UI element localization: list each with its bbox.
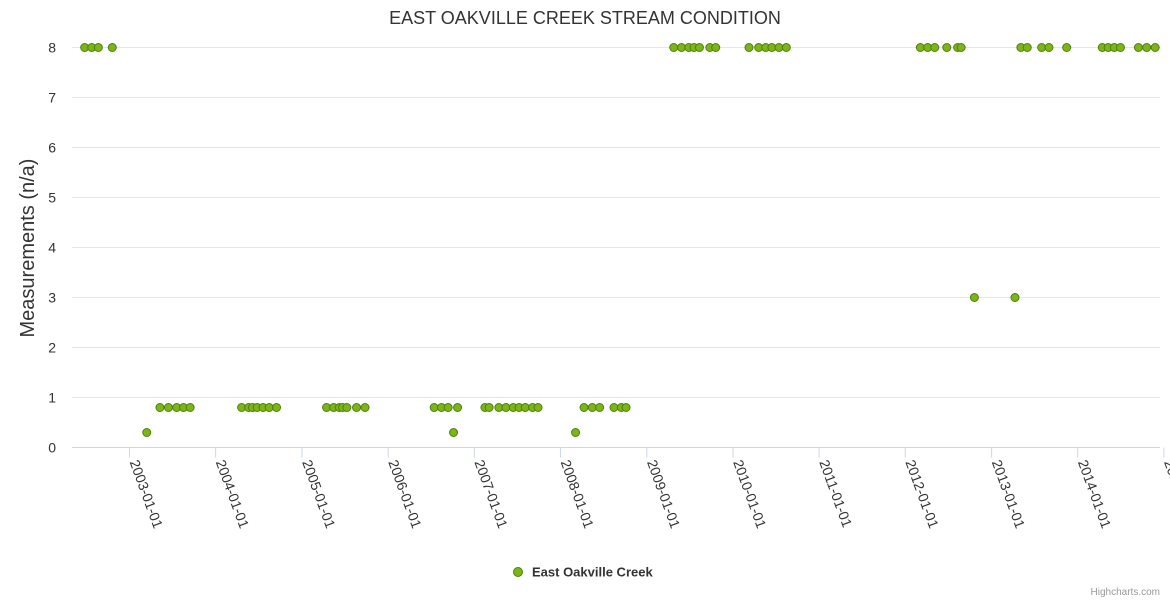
- x-tick-label: 2008-01-01: [558, 458, 598, 531]
- data-point[interactable]: [272, 403, 282, 412]
- data-point[interactable]: [571, 428, 581, 437]
- x-tick-label: 2005-01-01: [299, 458, 339, 531]
- data-point[interactable]: [711, 43, 721, 52]
- data-point[interactable]: [1150, 43, 1160, 52]
- x-tick-label: 2012-01-01: [902, 458, 942, 531]
- data-point[interactable]: [1044, 43, 1054, 52]
- data-point[interactable]: [453, 403, 463, 412]
- legend-marker-icon: [513, 567, 523, 577]
- data-point[interactable]: [587, 403, 597, 412]
- x-tick-label: 2003-01-01: [127, 458, 167, 531]
- y-tick-label: 6: [48, 140, 56, 156]
- data-point[interactable]: [520, 403, 530, 412]
- data-point[interactable]: [93, 43, 103, 52]
- data-point[interactable]: [1115, 43, 1125, 52]
- data-points: [80, 43, 1160, 437]
- x-tick-label: 2013-01-01: [989, 458, 1029, 531]
- y-tick-label: 3: [48, 290, 56, 306]
- y-tick-label: 4: [48, 240, 56, 256]
- x-tick-label: 2011-01-01: [816, 458, 855, 530]
- data-point[interactable]: [942, 43, 952, 52]
- data-point[interactable]: [1037, 43, 1047, 52]
- chart-title: EAST OAKVILLE CREEK STREAM CONDITION: [389, 8, 781, 28]
- data-point[interactable]: [969, 293, 979, 302]
- legend[interactable]: East Oakville Creek: [513, 565, 654, 580]
- data-point[interactable]: [1142, 43, 1152, 52]
- y-tick-label: 2: [48, 340, 56, 356]
- x-tick-label: 2010-01-01: [730, 458, 770, 531]
- legend-item-label[interactable]: East Oakville Creek: [532, 565, 653, 580]
- y-tick-label: 8: [48, 40, 56, 56]
- x-tick-label: 2009-01-01: [644, 458, 684, 531]
- data-point[interactable]: [360, 403, 370, 412]
- data-point[interactable]: [694, 43, 704, 52]
- data-point[interactable]: [595, 403, 605, 412]
- data-point[interactable]: [669, 43, 679, 52]
- data-point[interactable]: [1022, 43, 1032, 52]
- data-point[interactable]: [342, 403, 352, 412]
- data-point[interactable]: [449, 428, 459, 437]
- data-point[interactable]: [484, 403, 494, 412]
- grid-layer: [72, 47, 1160, 398]
- data-point[interactable]: [1062, 43, 1072, 52]
- data-point[interactable]: [155, 403, 165, 412]
- data-point[interactable]: [930, 43, 940, 52]
- y-tick-label: 1: [48, 390, 56, 406]
- data-point[interactable]: [533, 403, 543, 412]
- x-tick-label: 2006-01-01: [385, 458, 425, 531]
- x-tick-label: 2014-01-01: [1075, 458, 1115, 531]
- y-tick-label: 7: [48, 90, 56, 106]
- data-point[interactable]: [677, 43, 687, 52]
- y-tick-label: 0: [48, 440, 56, 456]
- x-tick-label: 2007-01-01: [471, 458, 511, 531]
- y-axis-ticks: 0 1 2 3 4 5 6 7 8: [48, 40, 56, 456]
- data-point[interactable]: [609, 403, 619, 412]
- data-point[interactable]: [142, 428, 152, 437]
- x-axis-ticks: 2003-01-01 2004-01-01 2005-01-01 2006-01-01…: [127, 447, 1170, 531]
- credits-link[interactable]: Highcharts.com: [1091, 587, 1160, 598]
- data-point[interactable]: [163, 403, 173, 412]
- y-tick-label: 5: [48, 190, 56, 206]
- data-point[interactable]: [774, 43, 784, 52]
- data-point[interactable]: [185, 403, 195, 412]
- data-point[interactable]: [781, 43, 791, 52]
- data-point[interactable]: [352, 403, 362, 412]
- data-point[interactable]: [1010, 293, 1020, 302]
- data-point[interactable]: [501, 403, 511, 412]
- data-point[interactable]: [956, 43, 966, 52]
- data-point[interactable]: [264, 403, 274, 412]
- data-point[interactable]: [1133, 43, 1143, 52]
- y-axis-title: Measurements (n/a): [17, 159, 39, 338]
- data-point[interactable]: [915, 43, 925, 52]
- data-point[interactable]: [107, 43, 117, 52]
- data-point[interactable]: [744, 43, 754, 52]
- data-point[interactable]: [429, 403, 439, 412]
- data-point[interactable]: [579, 403, 589, 412]
- x-tick-label: 2004-01-01: [213, 458, 253, 531]
- data-point[interactable]: [621, 403, 631, 412]
- x-tick-label: 2015-01-01: [1161, 458, 1170, 531]
- data-point[interactable]: [443, 403, 453, 412]
